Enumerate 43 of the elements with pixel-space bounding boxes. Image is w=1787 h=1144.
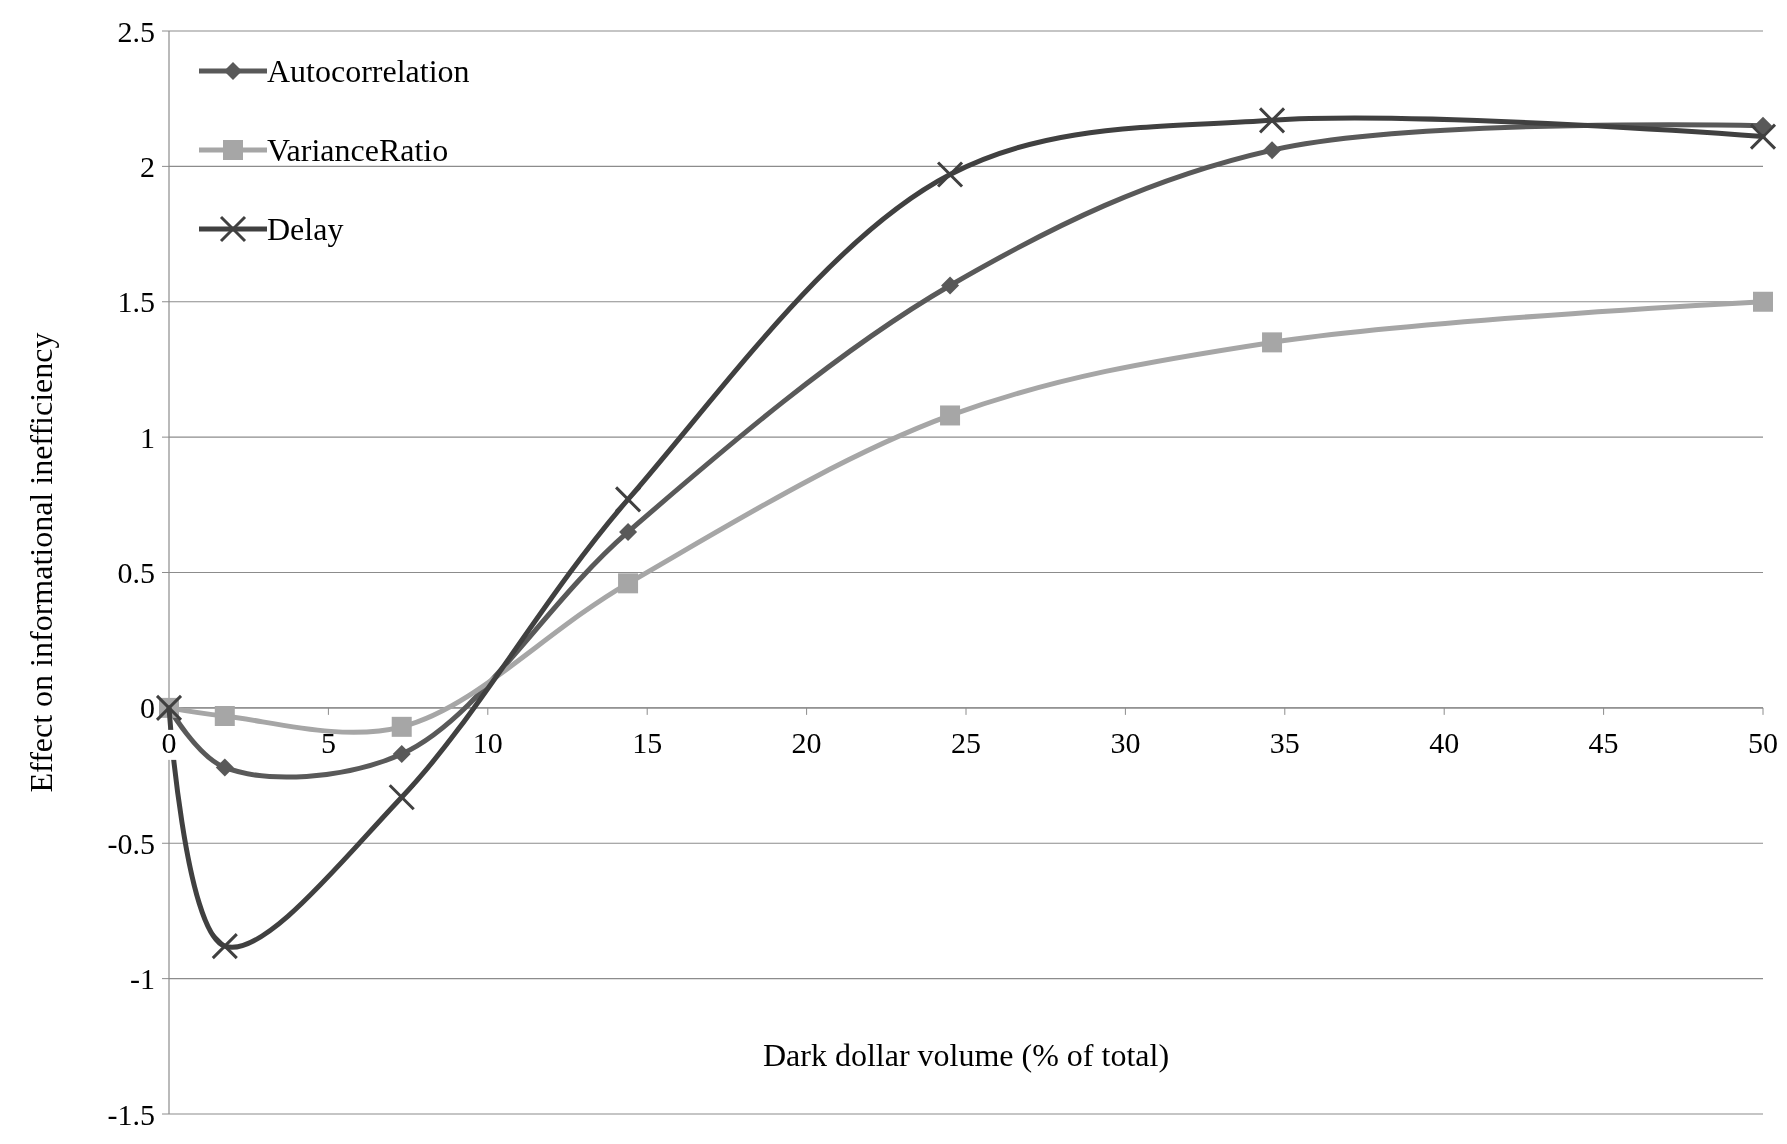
x-tick-label: 0 <box>161 725 177 759</box>
legend-label: Delay <box>267 211 344 248</box>
x-tick-label: 40 <box>1429 725 1460 759</box>
x-tick-label: 10 <box>472 725 503 759</box>
legend-label: Autocorrelation <box>267 53 470 90</box>
point <box>618 573 639 594</box>
y-tick-label: -1.5 <box>107 1097 155 1131</box>
y-tick-label: 0 <box>140 691 155 725</box>
legend-label: VarianceRatio <box>267 132 449 169</box>
point <box>211 932 239 960</box>
y-tick-label: 2.5 <box>117 14 155 48</box>
point <box>392 744 411 763</box>
point <box>940 405 961 426</box>
y-tick-label: 1.5 <box>117 285 155 319</box>
y-tick-label: 2 <box>140 149 155 183</box>
point <box>1262 332 1283 353</box>
x-tick-label: 45 <box>1588 725 1619 759</box>
point <box>1754 116 1772 135</box>
x-tick-label: 25 <box>951 725 981 759</box>
x-tick-label: 30 <box>1110 725 1141 759</box>
x-axis-title: Dark dollar volume (% of total) <box>762 1036 1170 1073</box>
point <box>215 758 234 777</box>
x-tick-label: 35 <box>1269 725 1300 759</box>
x-tick-label: 20 <box>791 725 822 759</box>
point <box>619 522 638 541</box>
y-axis-title: Effect on informational inefficiency <box>23 332 59 793</box>
y-tick-label: -0.5 <box>107 826 155 860</box>
x-tick-label: 15 <box>632 725 663 759</box>
point <box>1753 291 1773 312</box>
point <box>1258 106 1286 134</box>
point <box>1263 141 1282 160</box>
point <box>391 716 412 737</box>
point <box>614 485 642 513</box>
point <box>1749 123 1777 151</box>
point <box>388 783 416 811</box>
x-tick-label: 50 <box>1748 725 1778 759</box>
point <box>936 161 964 188</box>
y-tick-label: 1 <box>140 420 155 454</box>
point <box>941 276 960 295</box>
x-tick-label: 5 <box>320 725 336 759</box>
point <box>214 706 235 726</box>
y-tick-label: 0.5 <box>117 556 155 589</box>
y-tick-label: -1 <box>130 962 155 996</box>
